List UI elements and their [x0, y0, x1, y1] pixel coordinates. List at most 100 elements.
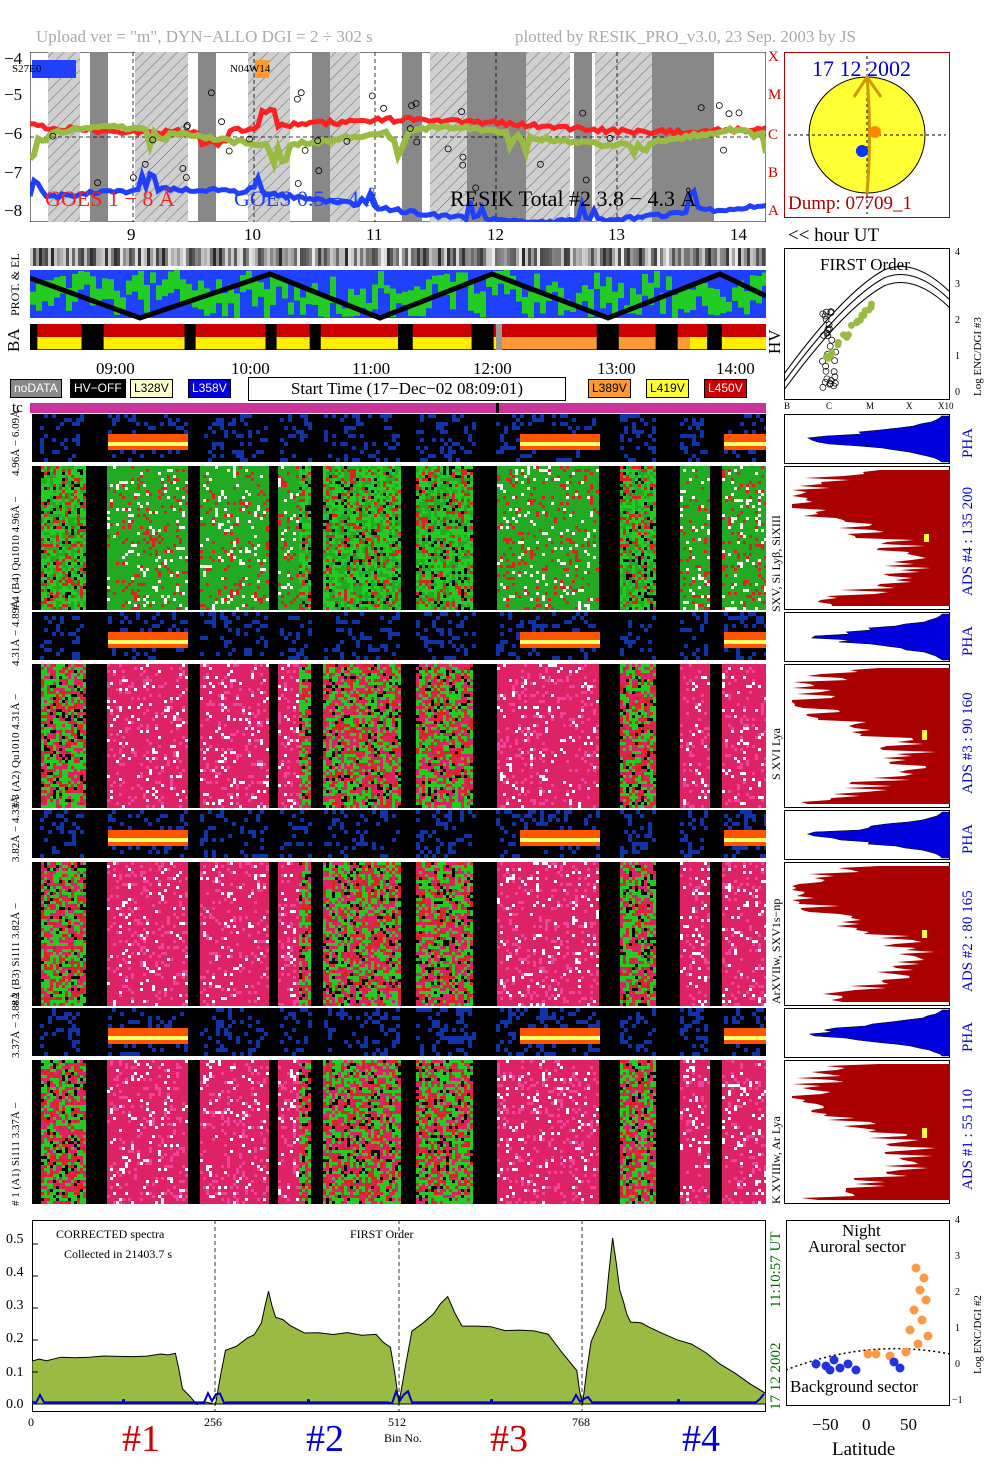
- ch4-line-label: SXV, Si Lyβ, SiXIII: [769, 515, 783, 612]
- time-1000: 10:00: [231, 359, 270, 378]
- fo-ytick-0: 0: [955, 387, 960, 398]
- legend-l450: L450V: [704, 379, 747, 398]
- hour-12: 12: [487, 225, 504, 244]
- first-order-plot: [784, 248, 950, 400]
- sun-dump: Dump: 07709_1: [788, 193, 913, 214]
- legend-l328: L328V: [130, 379, 173, 398]
- tag-n-box: [255, 60, 269, 78]
- lat-title2: Auroral sector: [808, 1237, 906, 1256]
- particle-strips: [30, 248, 766, 350]
- ch2-ads: ADS #2 : 80 165: [960, 890, 976, 992]
- class-c: C: [768, 127, 779, 143]
- spectrum-plot: [32, 1220, 766, 1412]
- fo-xtick-c: C: [826, 401, 833, 411]
- spec-ytick-00: 0.0: [6, 1397, 24, 1412]
- lat-xtick-0: 0: [862, 1415, 871, 1434]
- header-plotted: plotted by RESIK_PRO_v3.0, 23 Sep. 2003 …: [515, 27, 856, 46]
- spec-xtick-512: 512: [388, 1415, 406, 1429]
- ch4-pha-hist: [784, 414, 950, 464]
- heatmap-spec-1: [32, 466, 766, 610]
- label-hv: HV: [765, 329, 784, 354]
- ch2-pha-label: 3.82Å − 4.33Å: [10, 795, 22, 862]
- ch-label-1: #1: [122, 1418, 160, 1460]
- first-order-title: FIRST Order: [820, 255, 910, 274]
- lat-xtick-50: 50: [900, 1415, 917, 1434]
- fo-ytick-4: 4: [955, 247, 960, 258]
- ch4-ads-hist: [784, 466, 950, 610]
- spec-xtick-768: 768: [572, 1415, 590, 1429]
- spec-ytick-02: 0.2: [6, 1331, 24, 1346]
- class-m: M: [768, 87, 782, 103]
- hour-9: 9: [127, 225, 136, 244]
- ch1-ads-hist: [784, 1060, 950, 1204]
- sun-date: 17 12 2002: [812, 56, 911, 81]
- ch3-pha-tag: PHA: [960, 625, 976, 656]
- ch4-pha-tag: PHA: [960, 427, 976, 458]
- time-0900: 09:00: [96, 359, 135, 378]
- ch4-pha-label: 4.96Å − 6.09Å: [10, 409, 22, 476]
- header-upload: Upload ver = "m", DYN−ALLO DGI = 2 ÷ 302…: [36, 27, 373, 46]
- ch2-line-label: ArXVIIw, SXV1s−np: [769, 898, 783, 1004]
- ch1-line-label: K XVIIIw, Ar Lya: [769, 1116, 783, 1204]
- time-1300: 13:00: [597, 359, 636, 378]
- fo-ytick-1: 1: [955, 351, 960, 362]
- lat-ytick-1: 1: [955, 1323, 960, 1334]
- goes-ytick-1: −5: [4, 85, 23, 104]
- time-1400: 14:00: [716, 359, 755, 378]
- hour-11: 11: [366, 225, 383, 244]
- ch4-spec-label: # 4 (B4) Qu1010 4.96Å −: [10, 496, 22, 610]
- ch2-spec-label: # 2 (B3) Si111 3.82Å −: [10, 902, 22, 1006]
- lat-xlabel: Latitude: [832, 1439, 896, 1460]
- lat-ytick-4: 4: [955, 1215, 960, 1226]
- spec-title1: CORRECTED spectra: [56, 1227, 165, 1241]
- label-tc: tc: [12, 400, 23, 416]
- lat-ytick-m1: −1: [952, 1395, 963, 1406]
- heatmap-pha-4: [32, 810, 766, 858]
- fo-ytick-2: 2: [955, 315, 960, 326]
- fo-ylabel: Log ENC/DGI #3: [972, 317, 984, 396]
- hour-unit: << hour UT: [788, 225, 880, 246]
- heatmap-spec-3: [32, 664, 766, 808]
- spec-ytick-03: 0.3: [6, 1298, 24, 1313]
- ch2-pha-tag: PHA: [960, 823, 976, 854]
- fo-ytick-3: 3: [955, 279, 960, 290]
- goes-ytick-4: −8: [4, 201, 23, 220]
- lat-ytick-3: 3: [955, 1251, 960, 1262]
- active-region-south: [856, 145, 868, 157]
- fo-xtick-b: B: [784, 401, 791, 411]
- class-x: X: [768, 49, 779, 65]
- ch3-ads-hist: [784, 664, 950, 808]
- class-b: B: [768, 165, 779, 181]
- time-1100: 11:00: [352, 359, 391, 378]
- lat-bottom-label: Background sector: [790, 1377, 918, 1396]
- spec-ytick-04: 0.4: [6, 1265, 24, 1280]
- tag-s: S27E0: [12, 63, 42, 75]
- ch3-pha-label: 4.31Å − 4.89Å: [10, 599, 22, 666]
- legend-start-time: Start Time (17−Dec−02 08:09:01): [248, 377, 566, 401]
- hour-14: 14: [730, 225, 747, 244]
- label-resik: RESIK Total #2 3.8 − 4.3 Å: [450, 186, 697, 211]
- ch3-ads: ADS #3 : 90 160: [960, 692, 976, 794]
- legend-nodata: noDATA: [10, 379, 62, 398]
- tc-bar: [30, 403, 766, 413]
- goes-ytick-0: −4: [4, 49, 23, 68]
- fo-xtick-x: X: [906, 401, 913, 411]
- ch3-line-label: S XVI Lya: [769, 728, 783, 780]
- ch1-ads: ADS #1 : 55 110: [960, 1088, 976, 1190]
- heatmap-pha-6: [32, 1008, 766, 1056]
- lat-ytick-2: 2: [955, 1287, 960, 1298]
- legend-l389: L389V: [588, 379, 631, 398]
- legend-hvoff: HV−OFF: [70, 379, 126, 398]
- label-prot: PROT. & EL: [8, 253, 22, 316]
- goes-plot: [30, 52, 766, 222]
- ch-label-4: #4: [682, 1418, 720, 1460]
- goes2-curve: [30, 166, 766, 222]
- label-goes1: GOES 1 − 8 Å: [45, 186, 175, 211]
- heatmap-spec-5: [32, 862, 766, 1006]
- ch2-pha-hist: [784, 810, 950, 860]
- time-1200: 12:00: [473, 359, 512, 378]
- spec-time: 11:10:57 UT: [768, 1231, 784, 1308]
- ch1-pha-hist: [784, 1008, 950, 1058]
- spec-xlabel: Bin No.: [384, 1431, 423, 1445]
- spec-ytick-05: 0.5: [6, 1232, 24, 1247]
